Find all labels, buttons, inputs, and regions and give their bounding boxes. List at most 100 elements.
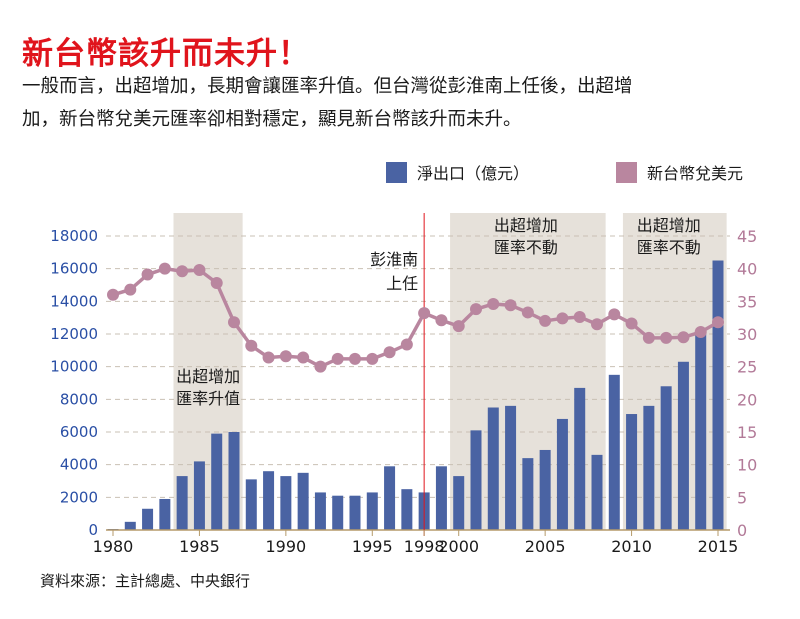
line-point-1987 (228, 316, 240, 329)
line-point-1983 (158, 262, 171, 275)
line-point-1992 (314, 360, 327, 373)
line-point-1994 (349, 352, 361, 365)
period-label-line1: 出超增加 (494, 216, 558, 235)
line-point-1986 (210, 277, 223, 290)
description-line-1: 一般而言，出超增加，長期會讓匯率升值。但台灣從彭淮南上任後，出超增 (22, 76, 633, 97)
marker-label-line1: 彭淮南 (370, 250, 418, 269)
line-point-1993 (331, 352, 344, 365)
bar-2010 (626, 414, 638, 530)
bar-2001 (470, 430, 482, 530)
x-tick-label: 2015 (698, 537, 739, 556)
y-left-tick-label: 10000 (50, 358, 98, 376)
line-point-1997 (400, 338, 413, 351)
line-point-2011 (642, 331, 655, 344)
bar-1999 (435, 466, 447, 530)
line-point-2007 (573, 311, 586, 324)
y-right-tick-label: 20 (737, 390, 757, 409)
period-label-line1: 出超增加 (176, 367, 240, 386)
period-label-line2: 匯率不動 (637, 238, 701, 257)
y-right-tick-label: 25 (737, 358, 757, 377)
bar-2006 (556, 418, 568, 530)
line-point-2001 (470, 303, 482, 316)
marker-label-line2: 上任 (386, 274, 418, 293)
bar-2012 (660, 386, 672, 530)
description: 一般而言，出超增加，長期會讓匯率升值。但台灣從彭淮南上任後，出超增 加，新台幣兌… (22, 70, 782, 136)
bar-1995 (366, 492, 378, 530)
bar-1985 (193, 461, 205, 530)
line-point-2014 (694, 326, 707, 339)
period-label-line2: 匯率升值 (176, 389, 240, 408)
bar-2013 (677, 361, 689, 530)
line-point-1988 (245, 339, 258, 352)
y-right-tick-label: 45 (737, 227, 757, 246)
line-point-2008 (591, 318, 603, 331)
bar-1994 (349, 495, 361, 530)
bar-2015 (712, 260, 724, 530)
line-point-2005 (539, 314, 552, 327)
bar-1984 (176, 476, 188, 530)
line-point-2003 (504, 299, 517, 312)
line-point-2004 (521, 306, 534, 319)
bar-1983 (159, 498, 171, 530)
bar-1993 (332, 495, 344, 530)
line-point-2012 (660, 331, 673, 344)
bar-1986 (211, 433, 223, 530)
y-left-tick-label: 18000 (50, 227, 98, 245)
bar-1988 (245, 479, 257, 530)
y-right-tick-label: 40 (737, 260, 757, 279)
y-left-tick-label: 2000 (60, 488, 98, 506)
bar-1981 (124, 521, 136, 530)
bar-2004 (522, 458, 534, 530)
bar-2002 (487, 407, 499, 530)
x-tick-label: 1980 (93, 537, 134, 556)
shaded-period-3 (622, 213, 727, 530)
legend-label-net-exports: 淨出口（億元） (417, 164, 530, 183)
legend-item-exchange-rate: 新台幣兌美元 (616, 160, 743, 184)
line-point-1984 (176, 265, 189, 278)
x-tick-label: 1995 (352, 537, 393, 556)
legend-item-net-exports: 淨出口（億元） (386, 160, 529, 184)
bar-2014 (695, 332, 707, 530)
bar-2008 (591, 454, 603, 530)
bar-2000 (453, 476, 465, 530)
period-label-line1: 出超增加 (637, 216, 701, 235)
line-point-1980 (107, 288, 119, 301)
line-point-1989 (262, 351, 275, 364)
y-left-tick-label: 14000 (50, 292, 98, 310)
x-tick-label: 2010 (611, 537, 652, 556)
line-point-1990 (279, 350, 292, 363)
x-tick-label: 2005 (525, 537, 566, 556)
line-point-1999 (435, 314, 448, 327)
y-left-tick-label: 16000 (50, 260, 98, 278)
bar-1991 (297, 472, 309, 530)
y-left-tick-label: 4000 (60, 456, 98, 474)
y-right-tick-label: 35 (737, 292, 757, 311)
bar-2007 (574, 387, 586, 530)
description-line-2: 加，新台幣兌美元匯率卻相對穩定，顯見新台幣該升而未升。 (22, 109, 522, 130)
line-point-1995 (366, 352, 379, 365)
page-title: 新台幣該升而未升！ (22, 36, 310, 72)
bar-1990 (280, 476, 292, 530)
period-label-line2: 匯率不動 (494, 238, 558, 257)
line-point-1996 (383, 346, 396, 359)
y-right-tick-label: 5 (737, 488, 747, 507)
line-point-1991 (297, 351, 310, 364)
line-point-1982 (141, 268, 154, 281)
y-right-tick-label: 0 (737, 521, 747, 540)
line-point-2013 (677, 331, 690, 344)
legend-swatch-bar (386, 161, 407, 183)
y-left-tick-label: 0 (88, 521, 98, 539)
legend-swatch-line (616, 161, 637, 183)
bar-1989 (263, 471, 275, 530)
bar-2003 (505, 405, 517, 530)
bar-1982 (142, 508, 154, 530)
data-source: 資料來源：主計總處、中央銀行 (40, 572, 251, 590)
x-tick-label: 1998 (404, 537, 445, 556)
x-tick-label: 2000 (438, 537, 479, 556)
line-point-2006 (556, 312, 569, 325)
bar-1996 (384, 466, 396, 530)
bar-1992 (314, 492, 326, 530)
line-point-2002 (487, 297, 500, 310)
line-point-2010 (625, 317, 638, 330)
